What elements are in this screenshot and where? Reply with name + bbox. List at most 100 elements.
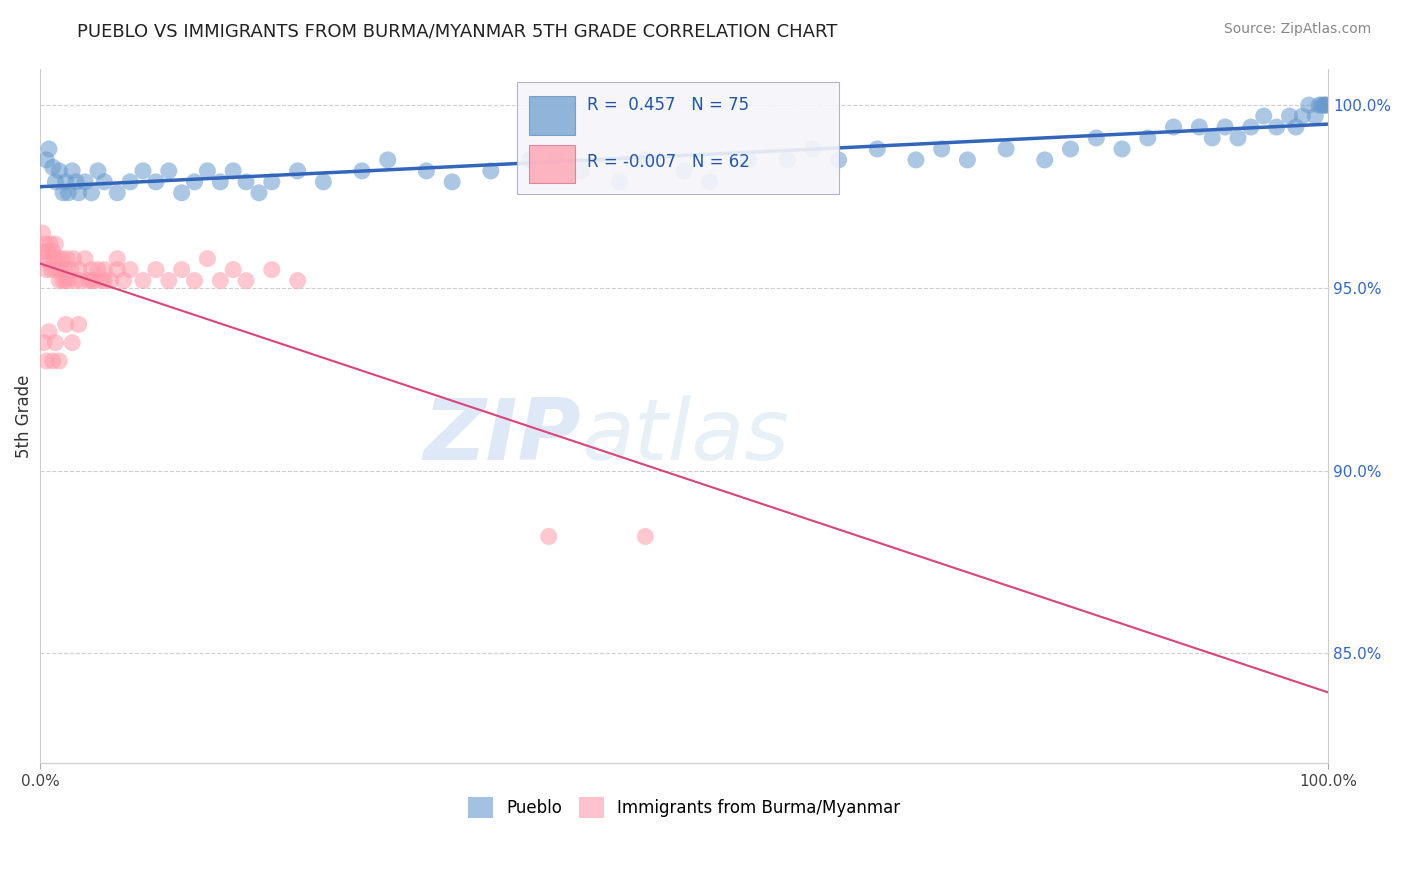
Point	[1240, 120, 1263, 134]
Point	[1136, 131, 1159, 145]
Point	[112, 274, 135, 288]
Point	[73, 252, 96, 266]
Point	[39, 237, 62, 252]
Point	[1111, 142, 1133, 156]
Point	[44, 175, 66, 189]
Point	[479, 164, 502, 178]
Point	[38, 325, 60, 339]
Point	[145, 175, 167, 189]
Point	[60, 335, 83, 350]
Point	[1059, 142, 1081, 156]
Point	[35, 262, 58, 277]
Point	[93, 274, 115, 288]
Point	[157, 274, 180, 288]
Point	[70, 274, 93, 288]
Point	[105, 186, 128, 200]
Point	[46, 252, 69, 266]
Point	[247, 186, 270, 200]
Point	[801, 142, 824, 156]
Point	[1163, 120, 1185, 134]
FancyBboxPatch shape	[530, 96, 575, 135]
Point	[67, 262, 90, 277]
Point	[32, 252, 55, 266]
Point	[56, 252, 79, 266]
Point	[170, 186, 193, 200]
Point	[260, 175, 283, 189]
Point	[44, 335, 66, 350]
Point	[183, 274, 205, 288]
Text: atlas: atlas	[581, 395, 789, 478]
Point	[37, 244, 59, 259]
Point	[80, 186, 103, 200]
Point	[197, 252, 219, 266]
FancyBboxPatch shape	[530, 145, 575, 183]
Point	[31, 226, 53, 240]
Point	[67, 186, 90, 200]
Point	[58, 186, 80, 200]
Point	[30, 244, 52, 259]
Point	[87, 262, 110, 277]
Point	[1316, 98, 1339, 112]
Text: R =  0.457   N = 75: R = 0.457 N = 75	[588, 95, 749, 113]
Point	[93, 175, 115, 189]
Text: R = -0.007   N = 62: R = -0.007 N = 62	[588, 153, 751, 171]
Point	[1308, 98, 1330, 112]
Point	[776, 153, 799, 167]
Point	[105, 262, 128, 277]
Point	[32, 335, 55, 350]
Point	[222, 164, 245, 178]
Point	[1085, 131, 1108, 145]
Point	[1310, 98, 1333, 112]
Point	[1278, 109, 1301, 123]
Point	[235, 274, 257, 288]
Point	[60, 164, 83, 178]
Point	[58, 274, 80, 288]
Point	[100, 274, 122, 288]
Point	[38, 255, 60, 269]
Point	[34, 237, 56, 252]
Point	[42, 354, 65, 368]
Point	[866, 142, 889, 156]
Point	[1188, 120, 1211, 134]
Point	[93, 262, 115, 277]
Point	[1253, 109, 1275, 123]
Point	[519, 153, 541, 167]
Point	[931, 142, 953, 156]
Point	[673, 164, 696, 178]
Point	[62, 252, 84, 266]
Point	[145, 262, 167, 277]
Point	[569, 164, 592, 178]
Point	[157, 164, 180, 178]
Point	[59, 262, 82, 277]
Point	[312, 175, 335, 189]
Text: ZIP: ZIP	[423, 395, 581, 478]
Point	[42, 244, 65, 259]
Y-axis label: 5th Grade: 5th Grade	[15, 374, 32, 458]
Point	[197, 164, 219, 178]
Point	[41, 262, 63, 277]
Point	[377, 153, 399, 167]
Point	[260, 262, 283, 277]
Point	[38, 142, 60, 156]
Point	[55, 318, 77, 332]
Point	[55, 175, 77, 189]
Point	[1315, 98, 1337, 112]
Point	[90, 274, 112, 288]
Point	[87, 164, 110, 178]
Point	[1298, 98, 1320, 112]
Point	[48, 354, 70, 368]
Point	[55, 274, 77, 288]
Point	[1201, 131, 1223, 145]
Point	[65, 175, 87, 189]
Point	[51, 252, 73, 266]
Point	[209, 175, 232, 189]
Point	[222, 262, 245, 277]
Point	[77, 274, 100, 288]
FancyBboxPatch shape	[516, 82, 838, 194]
Point	[120, 262, 142, 277]
Legend: Pueblo, Immigrants from Burma/Myanmar: Pueblo, Immigrants from Burma/Myanmar	[461, 790, 907, 824]
Point	[537, 529, 560, 543]
Point	[80, 262, 103, 277]
Point	[35, 153, 58, 167]
Point	[634, 153, 657, 167]
